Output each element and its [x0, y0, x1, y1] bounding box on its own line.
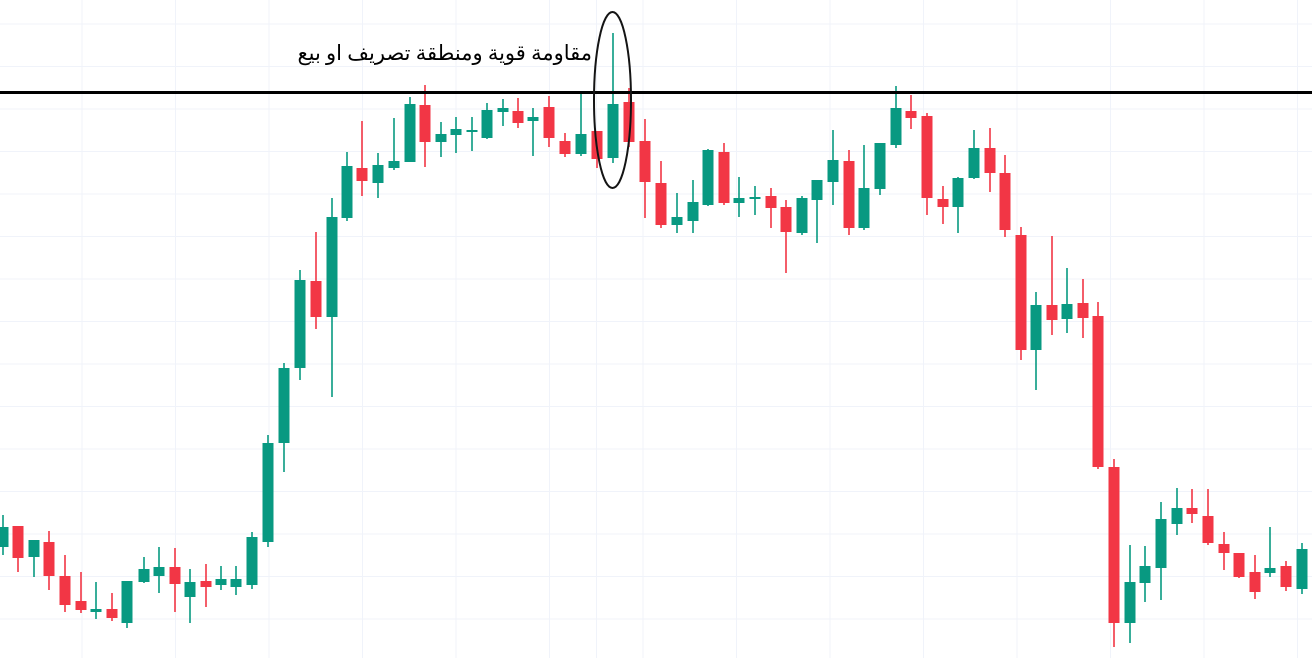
- candles: [0, 33, 1308, 647]
- highlight-ellipse: [593, 11, 632, 189]
- annotation-text: مقاومة قوية ومنطقة تصريف او بيع: [297, 41, 592, 65]
